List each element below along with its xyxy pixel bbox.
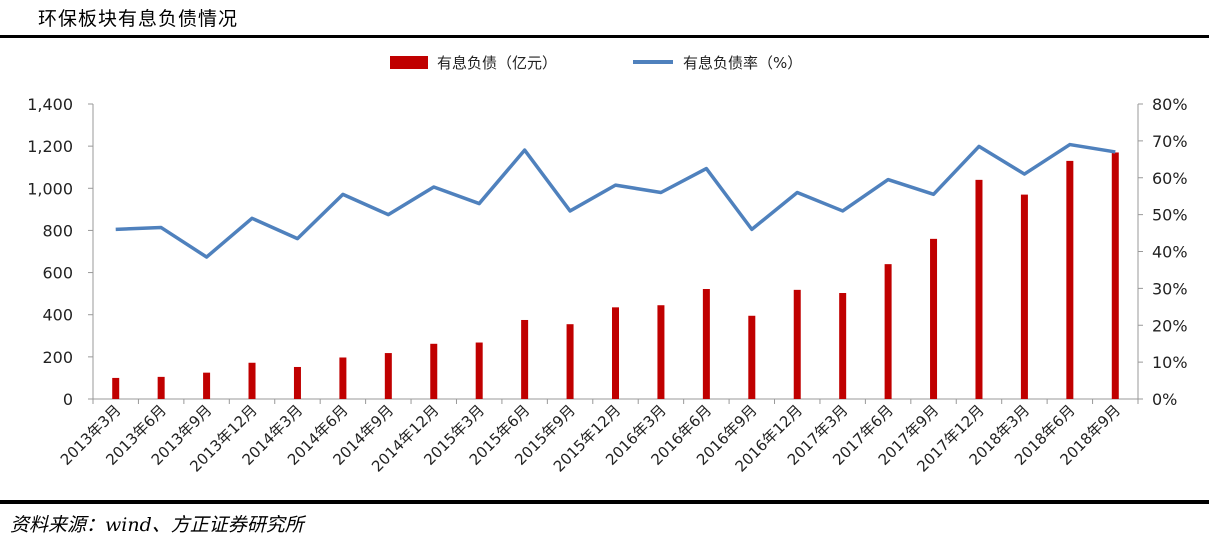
bar	[157, 376, 165, 399]
bar	[430, 343, 438, 399]
bar	[112, 377, 120, 399]
right-tick-label: 20%	[1152, 316, 1188, 335]
bottom-divider	[0, 500, 1209, 504]
bar	[702, 289, 710, 399]
right-tick-label: 70%	[1152, 132, 1188, 151]
bar	[748, 315, 756, 399]
left-tick-label: 1,200	[27, 137, 73, 156]
left-tick-label: 1,400	[27, 95, 73, 114]
bar	[1066, 160, 1074, 399]
bar	[521, 319, 529, 399]
left-tick-label: 1,000	[27, 179, 73, 198]
bar-series	[112, 152, 1119, 399]
right-tick-label: 80%	[1152, 95, 1188, 114]
bar	[930, 238, 938, 399]
line-series	[115, 142, 1116, 259]
bar	[612, 307, 619, 399]
bar	[657, 305, 665, 399]
bar	[839, 293, 847, 399]
left-tick-label: 600	[42, 264, 73, 283]
left-tick-label: 200	[42, 348, 73, 367]
left-tick-label: 0	[63, 390, 73, 409]
bar	[884, 264, 892, 399]
bar	[293, 366, 301, 399]
bar	[248, 362, 256, 399]
right-tick-label: 60%	[1152, 169, 1188, 188]
legend-bar-swatch	[390, 56, 428, 69]
axes: 0 200 400 600 800 1,000 1,200 1,400 0% 10% 20% 30% 4…	[27, 95, 1187, 409]
right-tick-label: 10%	[1152, 353, 1188, 372]
bar	[975, 179, 983, 399]
bar	[566, 324, 574, 399]
top-divider	[0, 35, 1209, 38]
bar	[1020, 194, 1028, 399]
bar	[475, 342, 483, 399]
left-tick-label: 400	[42, 306, 73, 325]
right-tick-label: 40%	[1152, 243, 1188, 262]
x-tick-labels: 2013年3月2013年6月2013年9月2013年12月2014年3月2014…	[57, 401, 1124, 475]
bar	[793, 289, 801, 399]
bar	[384, 353, 392, 399]
debt-chart: 有息负债（亿元） 有息负债率（%） 0 200 400 600 800 1,000 1,200…	[27, 54, 1187, 476]
legend: 有息负债（亿元） 有息负债率（%）	[390, 54, 802, 72]
right-tick-label: 50%	[1152, 206, 1188, 225]
legend-bar-label: 有息负债（亿元）	[437, 54, 557, 72]
source-note: 资料来源：wind、方正证券研究所	[10, 514, 304, 536]
left-tick-label: 800	[42, 221, 73, 240]
line-path	[115, 142, 1116, 259]
bar	[1111, 152, 1119, 399]
right-tick-label: 30%	[1152, 279, 1188, 298]
legend-line-label: 有息负债率（%）	[683, 54, 802, 72]
bar	[339, 357, 347, 399]
bar	[203, 372, 211, 399]
right-tick-label: 0%	[1152, 390, 1177, 409]
chart-title: 环保板块有息负债情况	[38, 8, 239, 30]
